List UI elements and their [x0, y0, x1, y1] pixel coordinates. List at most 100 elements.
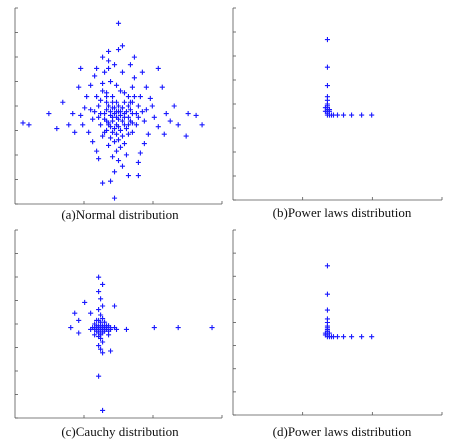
data-point [115, 103, 122, 109]
data-point [94, 317, 100, 323]
data-point [104, 90, 110, 96]
data-point [125, 122, 131, 128]
data-point [340, 112, 347, 118]
data-point [26, 122, 32, 128]
data-point [106, 48, 112, 55]
data-point [113, 99, 120, 105]
data-point [72, 310, 78, 316]
data-point [20, 120, 26, 126]
data-point [334, 334, 341, 340]
data-point [183, 133, 189, 139]
data-point [96, 373, 102, 379]
data-point [98, 312, 104, 318]
data-point [107, 135, 114, 141]
data-point [96, 156, 102, 162]
data-point [68, 325, 74, 331]
caption-d: (d)Power laws distribution [273, 424, 412, 439]
data-point [100, 407, 106, 413]
data-point [66, 122, 72, 128]
data-point [326, 330, 333, 336]
data-point [109, 99, 116, 105]
data-point [102, 110, 108, 117]
data-point [359, 334, 365, 340]
data-point [76, 317, 82, 323]
data-point [349, 334, 355, 340]
data-point [133, 110, 139, 117]
data-point [106, 65, 112, 71]
data-point [145, 131, 151, 137]
panel-d: (d)Power laws distribution [232, 229, 443, 439]
data-point [90, 139, 96, 145]
data-point [127, 62, 133, 68]
data-point [113, 109, 120, 115]
data-point [88, 326, 94, 332]
data-point [129, 110, 135, 117]
data-point [119, 163, 126, 169]
data-point [359, 112, 365, 118]
data-point [349, 112, 355, 118]
data-point [209, 325, 215, 331]
data-point [100, 281, 106, 287]
data-point [92, 109, 98, 115]
data-point [149, 103, 155, 109]
data-point [115, 47, 122, 53]
data-point [80, 122, 86, 128]
data-point [115, 116, 122, 122]
data-point [127, 99, 133, 105]
data-point [121, 90, 128, 96]
data-point [324, 291, 330, 297]
caption-c: (c)Cauchy distribution [61, 424, 179, 439]
data-point [119, 133, 126, 139]
data-point [86, 129, 92, 135]
data-point [109, 129, 116, 135]
data-point [155, 65, 161, 71]
data-point [111, 195, 118, 201]
data-point [340, 334, 347, 340]
data-point [139, 109, 145, 115]
data-point [324, 112, 330, 118]
data-point [369, 334, 375, 340]
data-point [155, 124, 161, 130]
data-point [117, 127, 124, 133]
data-point [117, 144, 124, 150]
data-point [111, 126, 118, 132]
data-point [92, 73, 98, 79]
data-point [107, 178, 114, 184]
data-point [322, 105, 328, 111]
data-point [100, 80, 106, 86]
data-point [78, 65, 84, 71]
data-point [94, 94, 100, 100]
data-point [104, 118, 110, 124]
data-point [78, 112, 84, 118]
data-point [100, 350, 106, 356]
data-point [111, 62, 118, 68]
data-point [119, 43, 126, 49]
data-point [106, 332, 112, 338]
data-point [131, 94, 137, 100]
data-point [82, 299, 88, 305]
data-point [131, 75, 137, 81]
data-point [100, 339, 106, 345]
data-point [163, 110, 169, 117]
data-point [111, 303, 118, 309]
data-point [46, 110, 52, 117]
data-point [96, 103, 102, 109]
data-point [117, 88, 124, 94]
data-point [324, 64, 330, 70]
data-point [107, 109, 114, 115]
data-point [109, 94, 116, 100]
data-point [72, 129, 78, 135]
data-point [92, 332, 98, 338]
data-point [98, 97, 104, 103]
data-point [109, 114, 116, 120]
data-point [135, 173, 141, 179]
data-point [96, 274, 102, 280]
data-point [96, 289, 102, 295]
data-point [94, 148, 100, 154]
data-point [127, 107, 133, 113]
data-point [88, 82, 94, 88]
data-point [369, 112, 375, 118]
data-point [100, 180, 106, 186]
data-point [96, 307, 102, 313]
